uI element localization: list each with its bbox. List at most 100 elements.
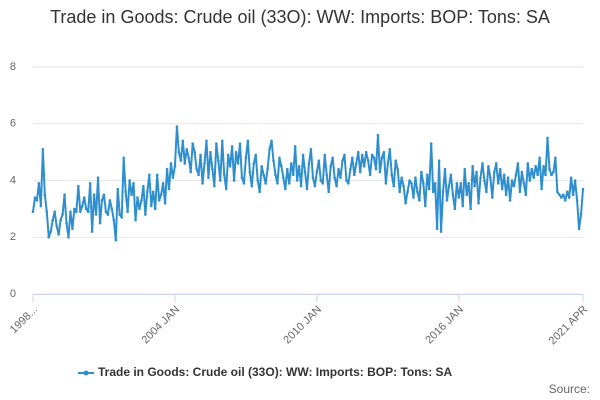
point: [351, 156, 354, 160]
point: [329, 165, 332, 168]
point: [358, 170, 362, 174]
point: [140, 199, 143, 202]
point: [540, 187, 543, 191]
y-tick-label: 2: [10, 231, 16, 243]
point: [301, 153, 305, 157]
point: [39, 204, 43, 208]
point: [435, 227, 439, 231]
point: [236, 162, 240, 165]
point: [86, 210, 90, 214]
point: [262, 173, 265, 177]
point: [116, 187, 120, 191]
point: [524, 193, 528, 196]
point: [96, 176, 100, 179]
point: [368, 173, 372, 177]
point: [459, 182, 463, 185]
point: [181, 139, 185, 143]
point: [274, 173, 277, 177]
point: [272, 159, 275, 162]
point: [224, 187, 228, 191]
point: [433, 182, 437, 185]
point: [402, 184, 405, 188]
point: [299, 184, 303, 188]
point: [282, 176, 285, 179]
point: [502, 173, 506, 177]
point: [230, 145, 234, 148]
point: [418, 199, 421, 202]
point: [163, 201, 167, 205]
point: [244, 156, 248, 160]
point: [167, 187, 171, 191]
point: [49, 230, 53, 233]
point: [349, 167, 352, 171]
point: [173, 165, 177, 168]
point: [366, 159, 370, 162]
point: [280, 165, 283, 168]
point: [325, 173, 329, 177]
point: [406, 190, 409, 194]
point: [197, 173, 200, 177]
point: [360, 153, 364, 157]
y-tick-label: 0: [10, 288, 16, 300]
point: [108, 199, 112, 202]
point: [67, 235, 70, 239]
point: [335, 184, 338, 188]
point: [90, 230, 94, 233]
point: [187, 156, 191, 160]
point: [449, 173, 453, 177]
point: [394, 159, 398, 162]
point: [321, 182, 325, 185]
point: [100, 199, 104, 202]
point: [376, 133, 380, 137]
point: [494, 162, 498, 165]
legend-item: Trade in Goods: Crude oil (33O): WW: Imp…: [78, 365, 453, 379]
point: [532, 176, 536, 179]
point: [396, 167, 399, 171]
point: [437, 159, 441, 162]
point: [175, 125, 179, 128]
point: [561, 193, 565, 196]
point: [63, 193, 66, 196]
point: [232, 179, 236, 182]
point: [571, 193, 575, 196]
point: [102, 193, 106, 196]
point: [343, 153, 346, 157]
point: [185, 147, 189, 151]
point: [485, 190, 488, 194]
point: [250, 184, 254, 188]
point: [171, 176, 175, 179]
point: [309, 147, 313, 151]
point: [487, 165, 490, 168]
point: [159, 193, 163, 196]
point: [120, 216, 124, 219]
point: [467, 182, 470, 185]
point: [579, 213, 583, 216]
point: [317, 159, 321, 162]
point: [416, 190, 419, 194]
point: [157, 199, 161, 202]
point: [57, 233, 60, 236]
point: [400, 176, 403, 179]
point: [59, 218, 62, 222]
point: [43, 193, 47, 196]
point: [31, 210, 35, 214]
point: [252, 162, 256, 165]
point: [536, 173, 539, 177]
point: [496, 182, 500, 185]
point: [55, 224, 58, 228]
point: [122, 156, 125, 160]
point: [356, 150, 360, 154]
point: [404, 201, 407, 205]
point: [289, 162, 293, 165]
point: [463, 167, 467, 171]
point: [155, 173, 159, 177]
point: [278, 156, 281, 160]
point: [88, 182, 92, 185]
point: [45, 210, 49, 214]
point: [388, 147, 392, 151]
point: [347, 182, 350, 185]
point: [327, 190, 330, 194]
point: [220, 139, 224, 143]
legend-marker: [83, 370, 89, 376]
point: [65, 221, 68, 225]
